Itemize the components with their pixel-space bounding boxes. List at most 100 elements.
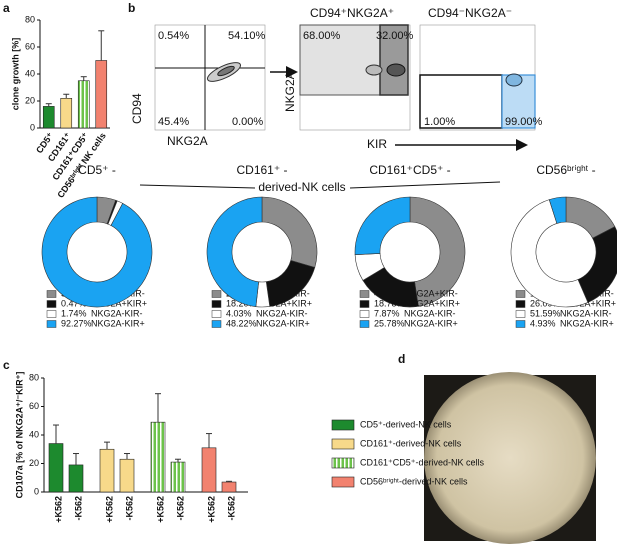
legend-value: 48.22% (226, 318, 257, 328)
axis-label: KIR (367, 137, 387, 151)
caption-line (139, 184, 256, 189)
bar (119, 458, 135, 493)
legend-swatch (331, 457, 355, 469)
quadrant-label: 99.00% (505, 116, 543, 128)
bar (77, 80, 90, 129)
y-axis-label: CD107a [% of NKG2A⁺/⁻KIR⁺] (14, 372, 24, 499)
legend-value: 4.93% (530, 318, 556, 328)
y-tick-label: 80 (25, 14, 35, 24)
legend-label: NKG2A+KIR+ (404, 298, 460, 308)
bar (99, 448, 115, 493)
donut-slice (510, 199, 589, 308)
bar (68, 464, 84, 493)
legend-swatch (211, 300, 222, 308)
panel-label: c (3, 358, 10, 372)
legend-label: NKG2A-KIR+ (91, 318, 145, 328)
flow-plot: 1.00% 99.00% CD94⁻NKG2A⁻ (419, 6, 543, 131)
y-tick-label: 20 (25, 95, 35, 105)
flow-plot: 68.00% 32.00% CD94⁺NKG2A⁺ (299, 6, 414, 131)
quadrant-label: 32.00% (376, 30, 414, 42)
y-tick-label: 60 (25, 41, 35, 51)
x-tick-label: -K562 (124, 496, 134, 521)
legend-swatch (515, 290, 526, 298)
legend-swatch (359, 290, 370, 298)
bar (170, 461, 186, 493)
donut-title: CD161⁺ - (236, 163, 287, 177)
legend-value: 92.27% (61, 318, 92, 328)
legend-label: NKG2A+KIR- (404, 288, 458, 298)
legend-value: 26.09% (530, 298, 561, 308)
y-axis-label: clone growth [%] (10, 38, 20, 111)
x-tick-label: +K562 (155, 496, 165, 523)
donut-title: CD56ᵇʳⁱᵍʰᵗ - (536, 163, 595, 177)
donut-slice (409, 196, 466, 307)
plot-title: CD94⁺NKG2A⁺ (310, 6, 394, 20)
legend-label: NKG2A-KIR+ (256, 318, 310, 328)
axis-label: CD94 (130, 93, 144, 124)
x-tick-label: -K562 (226, 496, 236, 521)
legend-value: 25.78% (374, 318, 405, 328)
legend-swatch (46, 310, 57, 318)
legend-label: NKG2A+KIR+ (560, 298, 616, 308)
legend-value: 4.03% (226, 308, 252, 318)
bar (48, 443, 64, 493)
donut-slice (354, 196, 411, 256)
legend-label: CD161⁺-derived-NK cells (360, 438, 462, 448)
x-tick-label: -K562 (175, 496, 185, 521)
legend-value: 7.87% (374, 308, 400, 318)
y-tick-label: 60 (29, 401, 39, 411)
legend-label: NKG2A+KIR+ (256, 298, 312, 308)
quadrant-label: 45.4% (158, 116, 189, 128)
quadrant-label: 0.54% (158, 30, 189, 42)
panel-label: a (3, 1, 10, 15)
legend-swatch (515, 300, 526, 308)
donut-slice (206, 196, 263, 307)
legend-label: NKG2A+KIR+ (91, 298, 147, 308)
donut-slice (548, 196, 567, 224)
legend-swatch (331, 438, 355, 450)
x-tick-label: +K562 (206, 496, 216, 523)
legend-value: 1.74% (61, 308, 87, 318)
plot-title: CD94⁻NKG2A⁻ (428, 6, 512, 20)
quadrant-label: 54.10% (228, 30, 266, 42)
donut-slice (261, 196, 318, 268)
legend-label: CD5⁺-derived-NK cells (360, 419, 452, 429)
panel-label: d (398, 352, 405, 366)
legend-swatch (46, 320, 57, 328)
axis-label: NKG2A (167, 134, 208, 148)
bar (150, 421, 166, 493)
bar (60, 98, 73, 129)
y-tick-label: 80 (29, 372, 39, 382)
x-tick-label: +K562 (104, 496, 114, 523)
micrograph (424, 372, 596, 544)
legend-swatch (211, 310, 222, 318)
flow-plot: 0.54% 54.10% 45.4% 0.00% CD94 NKG2A (130, 24, 266, 148)
bar (221, 481, 237, 493)
legend-swatch (46, 300, 57, 308)
legend-label: CD56ᵇʳⁱᵍʰᵗ-derived-NK cells (360, 476, 468, 486)
legend-value: 0.47% (61, 298, 87, 308)
legend-value: 51.59% (530, 308, 561, 318)
legend-label: NKG2A-KIR- (91, 308, 143, 318)
legend-swatch (359, 320, 370, 328)
legend-label: NKG2A-KIR- (560, 308, 612, 318)
legend-swatch (359, 300, 370, 308)
legend-value: 18.78% (374, 298, 405, 308)
quadrant-label: 0.00% (232, 116, 263, 128)
legend-label: NKG2A-KIR+ (560, 318, 614, 328)
legend-swatch (211, 320, 222, 328)
y-tick-label: 40 (29, 429, 39, 439)
axis-label: NKG2A (283, 71, 297, 112)
legend-label: NKG2A-KIR- (256, 308, 308, 318)
donut-slice (41, 196, 153, 308)
legend-swatch (331, 476, 355, 488)
y-tick-label: 40 (25, 68, 35, 78)
donut-title: CD161⁺CD5⁺ - (369, 163, 450, 177)
legend-label: NKG2A-KIR- (404, 308, 456, 318)
legend-swatch (515, 320, 526, 328)
y-tick-label: 20 (29, 458, 39, 468)
quadrant-label: 68.00% (303, 30, 341, 42)
bar (42, 106, 55, 129)
legend-swatch (46, 290, 57, 298)
x-tick-label: +K562 (53, 496, 63, 523)
